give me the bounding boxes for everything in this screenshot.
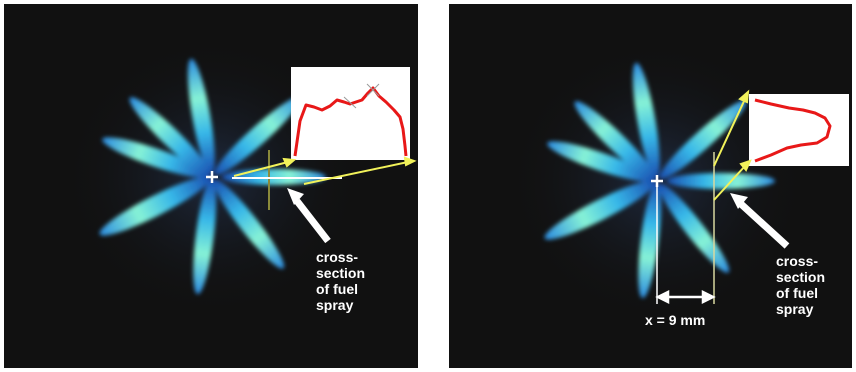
left-spray-graphic bbox=[62, 37, 417, 317]
spray-plume bbox=[193, 178, 217, 295]
spray-plume bbox=[574, 101, 657, 181]
spray-plume bbox=[667, 173, 775, 189]
pointer-arrow bbox=[738, 201, 790, 249]
nozzle-center-marker bbox=[206, 171, 218, 183]
pointer-arrow-head bbox=[287, 188, 304, 205]
spray-plume bbox=[187, 58, 215, 174]
spray-plume bbox=[547, 141, 654, 182]
spray-plume bbox=[659, 100, 747, 179]
profile-curve bbox=[754, 98, 832, 163]
right-spray-graphic bbox=[507, 41, 849, 321]
pointer-arrow-head bbox=[730, 193, 748, 209]
pointer-arrow bbox=[294, 198, 331, 244]
spray-plume bbox=[99, 176, 211, 236]
spray-plumes bbox=[99, 58, 326, 295]
distance-label: x = 9 mm bbox=[645, 312, 706, 328]
spray-plumes bbox=[544, 62, 775, 299]
right-caption: cross- section of fuel spray bbox=[776, 253, 826, 317]
spray-plume bbox=[214, 96, 302, 175]
profile-mark bbox=[366, 83, 380, 97]
spray-plume bbox=[544, 180, 656, 240]
spray-plume bbox=[638, 182, 662, 299]
spray-plume bbox=[632, 62, 660, 178]
right-spray-image: x = 9 mm cross- section of fuel spray bbox=[449, 4, 852, 368]
spray-plume bbox=[658, 183, 730, 273]
yellow-arrows bbox=[233, 156, 417, 185]
spray-plume bbox=[102, 137, 209, 178]
distance-arrow bbox=[655, 289, 716, 305]
spray-plume bbox=[129, 97, 212, 177]
left-spray-image: cross- section of fuel spray bbox=[4, 4, 418, 368]
profile-curve bbox=[293, 86, 408, 157]
profile-inset bbox=[749, 94, 849, 166]
yellow-arrows bbox=[713, 89, 752, 201]
profile-inset bbox=[291, 67, 410, 160]
nozzle-center-marker bbox=[651, 175, 663, 187]
left-caption: cross- section of fuel spray bbox=[316, 249, 366, 313]
profile-mark bbox=[343, 96, 357, 109]
spray-plume bbox=[213, 179, 285, 269]
